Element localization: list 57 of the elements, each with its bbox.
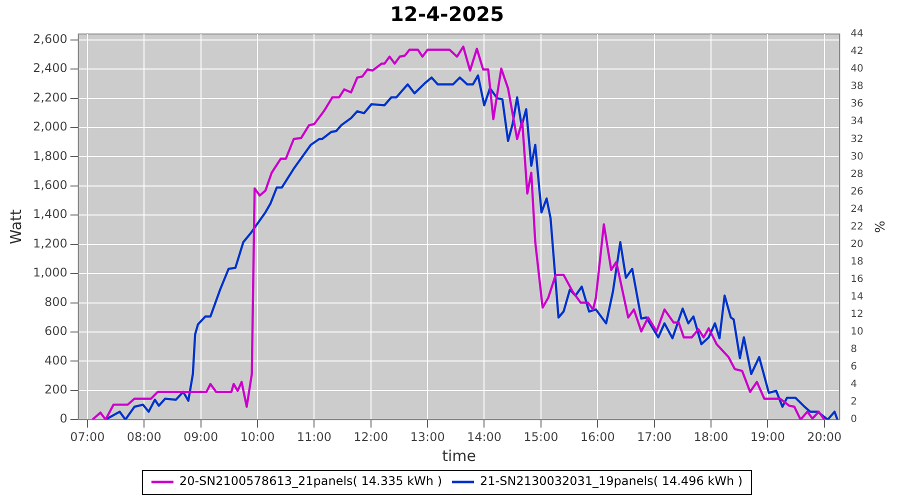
y2-tick-label: 14 [850, 292, 864, 303]
x-tick-label: 12:00 [354, 430, 388, 444]
x-tick-label: 20:00 [807, 430, 842, 444]
x-tick-label: 07:00 [70, 430, 105, 444]
y-tick-label: 800 [44, 294, 68, 309]
y-tick-label: 600 [44, 324, 68, 338]
y-tick-label: 400 [44, 353, 68, 368]
y-tick-label: 1,000 [32, 266, 68, 280]
y-tick-label: 2,200 [32, 90, 68, 104]
y2-tick-label: 18 [850, 256, 864, 268]
y2-tick-label: 24 [850, 204, 864, 215]
y-tick-label: 2,600 [32, 32, 68, 46]
y-tick-label: 0 [60, 412, 68, 426]
y2-axis-title: % [870, 220, 886, 233]
x-tick-label: 09:00 [184, 430, 218, 444]
x-tick-label: 13:00 [410, 430, 445, 444]
y2-tick-label: 32 [850, 134, 864, 145]
y2-tick-label: 22 [850, 221, 864, 232]
y-tick-label: 1,400 [32, 207, 68, 222]
x-tick-label: 11:00 [296, 430, 332, 444]
x-tick-label: 18:00 [694, 430, 728, 444]
y2-tick-label: 40 [850, 64, 864, 75]
y2-tick-label: 36 [850, 98, 864, 110]
y2-tick-label: 10 [850, 326, 864, 338]
y2-tick-label: 8 [850, 344, 858, 356]
legend-label: 20-SN2100578613_21panels( 14.335 kWh ) [179, 474, 442, 488]
y2-tick-label: 6 [850, 362, 858, 373]
legend-label: 21-SN2130032031_19panels( 14.496 kWh ) [480, 474, 743, 488]
x-tick-label: 15:00 [524, 430, 558, 444]
x-tick-label: 17:00 [637, 430, 672, 444]
x-tick-label: 10:00 [240, 430, 275, 444]
x-tick-label: 14:00 [466, 430, 502, 444]
y2-tick-label: 28 [850, 168, 864, 180]
x-tick-label: 19:00 [750, 430, 785, 444]
y-tick-label: 1,800 [32, 148, 68, 163]
y2-tick-label: 2 [850, 396, 858, 408]
y2-tick-label: 12 [850, 309, 864, 320]
y2-tick-label: 44 [850, 28, 864, 40]
x-tick-label: 08:00 [126, 430, 162, 444]
y-tick-label: 1,200 [32, 236, 68, 250]
y-tick-label: 200 [44, 382, 68, 397]
y2-tick-label: 4 [850, 379, 858, 390]
y2-tick-label: 30 [850, 151, 864, 162]
y2-tick-label: 42 [850, 46, 864, 58]
y-tick-label: 2,000 [32, 120, 68, 134]
y2-tick-label: 34 [850, 116, 864, 128]
y2-tick-label: 20 [850, 238, 864, 250]
y2-tick-label: 0 [850, 414, 858, 426]
y2-tick-label: 38 [850, 81, 864, 92]
y-tick-label: 2,400 [32, 61, 68, 76]
x-tick-label: 16:00 [580, 430, 615, 444]
x-axis-title: time [442, 446, 476, 465]
y-axis-title: Watt [6, 209, 25, 244]
y2-tick-label: 26 [850, 186, 864, 198]
y-tick-label: 1,600 [32, 178, 68, 192]
chart-title: 12-4-2025 [390, 2, 504, 26]
y2-tick-label: 16 [850, 274, 864, 285]
